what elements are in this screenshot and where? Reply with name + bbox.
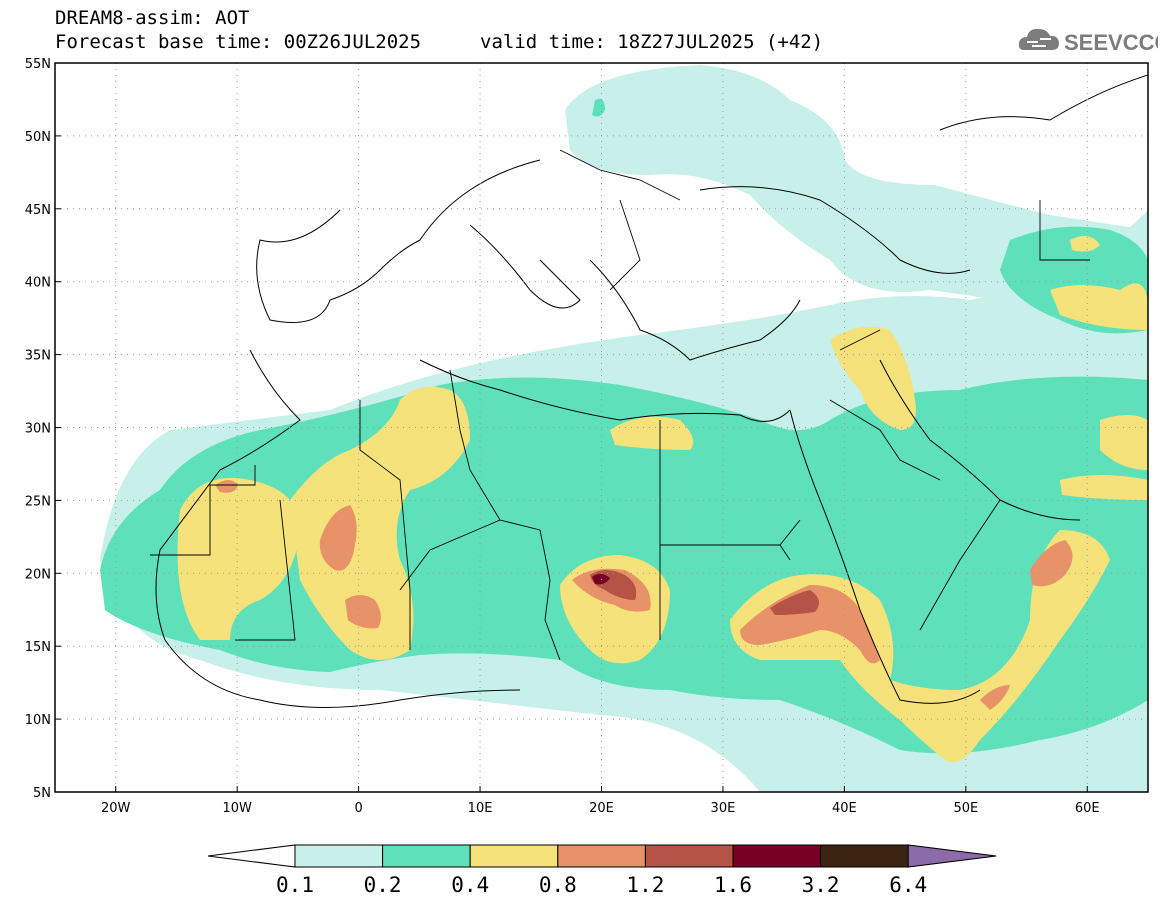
lat-tick-label: 30N xyxy=(25,422,51,437)
lon-tick-label: 0 xyxy=(354,801,362,816)
map-title: DREAM8-assim: AOT xyxy=(55,7,250,29)
lat-tick-label: 10N xyxy=(25,713,51,728)
lon-tick-labels: 20W 10W 0 10E 20E 30E 40E 50E 60E xyxy=(101,801,1100,816)
seevccc-logo: SEEVCCC xyxy=(1018,28,1158,55)
lon-tick-label: 60E xyxy=(1075,801,1100,816)
country-borders xyxy=(150,149,1090,661)
lat-tick-label: 55N xyxy=(25,57,51,72)
lon-tick-label: 20E xyxy=(589,801,614,816)
lon-tick-label: 30E xyxy=(711,801,736,816)
lat-tick-label: 20N xyxy=(25,567,51,582)
logo-text: SEEVCCC xyxy=(1064,30,1158,55)
lat-tick-label: 35N xyxy=(25,349,51,364)
valid-time: valid time: 18Z27JUL2025 (+42) xyxy=(480,31,824,53)
lon-tick-label: 20W xyxy=(101,801,131,816)
lon-tick-label: 40E xyxy=(832,801,857,816)
lon-tick-label: 50E xyxy=(953,801,978,816)
lon-tick-label: 10E xyxy=(468,801,493,816)
lat-tick-label: 50N xyxy=(25,130,51,145)
lat-tick-label: 15N xyxy=(25,640,51,655)
lat-tick-label: 45N xyxy=(25,203,51,218)
lat-tick-label: 5N xyxy=(33,786,51,801)
lat-tick-labels: 55N 50N 45N 40N 35N 30N 25N 20N 15N 10N 5N xyxy=(25,57,51,801)
lat-tick-label: 40N xyxy=(25,276,51,291)
coastlines xyxy=(155,74,1148,708)
lon-tick-label: 10W xyxy=(222,801,252,816)
map-frame xyxy=(54,62,1149,793)
lat-tick-label: 25N xyxy=(25,494,51,509)
forecast-base-time: Forecast base time: 00Z26JUL2025 xyxy=(55,31,422,53)
cloud-icon xyxy=(1018,28,1059,50)
